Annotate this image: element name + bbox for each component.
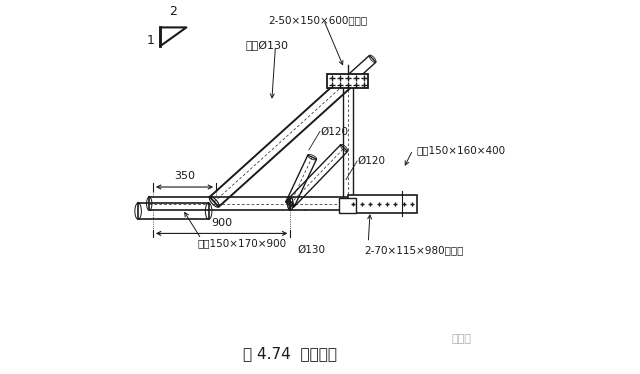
Polygon shape [147,197,152,210]
Polygon shape [308,154,317,160]
Polygon shape [287,145,348,207]
Polygon shape [343,81,353,204]
Polygon shape [343,202,353,206]
Polygon shape [149,197,291,211]
Bar [348,195,417,213]
Text: 900: 900 [211,218,232,228]
Text: Ø130: Ø130 [298,245,326,255]
Text: 2-70×115×980木夹板: 2-70×115×980木夹板 [365,245,464,255]
Polygon shape [286,155,317,206]
Polygon shape [345,55,376,85]
Text: 350: 350 [174,171,195,181]
Text: 图 4.74  圆木屋架: 图 4.74 圆木屋架 [243,347,337,362]
Text: 尾径Ø130: 尾径Ø130 [246,41,289,51]
Polygon shape [205,203,212,219]
Polygon shape [287,197,293,210]
Polygon shape [399,197,404,210]
Bar [339,198,356,213]
Polygon shape [286,201,295,206]
Polygon shape [209,197,219,207]
Polygon shape [135,203,141,219]
Polygon shape [287,197,293,210]
Text: 托木150×160×400: 托木150×160×400 [417,145,506,155]
Polygon shape [369,55,376,62]
Polygon shape [343,79,353,83]
Polygon shape [291,197,402,211]
Polygon shape [287,200,294,207]
Bar [328,74,368,88]
Text: 优筑会: 优筑会 [451,334,471,344]
Polygon shape [343,76,353,86]
Polygon shape [210,76,352,207]
Text: Ø120: Ø120 [357,156,385,166]
Polygon shape [161,27,186,46]
Text: 2: 2 [170,5,177,18]
Text: 2-50×150×600木夹板: 2-50×150×600木夹板 [268,15,367,25]
Polygon shape [138,203,209,219]
Text: Ø120: Ø120 [320,126,348,137]
Polygon shape [344,77,351,85]
Text: 附木150×170×900: 附木150×170×900 [198,238,287,248]
Polygon shape [340,144,348,152]
Text: 1: 1 [147,34,155,47]
